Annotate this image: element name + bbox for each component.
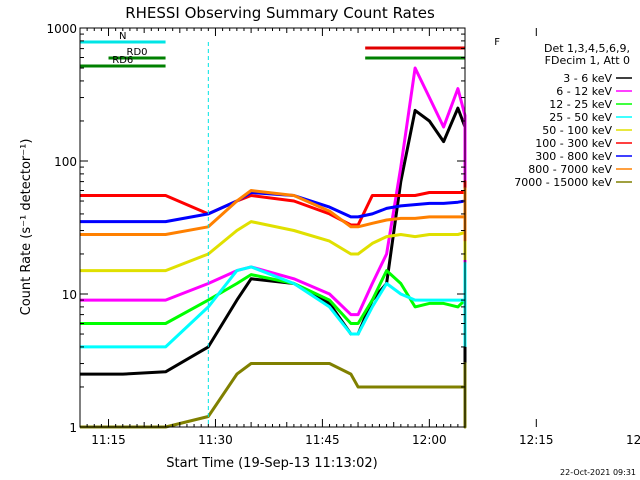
legend-entry-label: 300 - 800 keV [535,150,612,163]
series-12-25-kev [80,269,467,334]
legend-entry-label: 12 - 25 keV [549,98,612,111]
y-tick-label: 10 [62,288,77,302]
legend-entry-label: 100 - 300 keV [535,137,612,150]
chart-title: RHESSI Observing Summary Count Rates [125,4,435,22]
x-axis-label: Start Time (19-Sep-13 11:13:02) [166,456,377,471]
legend-entry-label: 800 - 7000 keV [528,163,612,176]
flag-label-n: N [119,31,126,42]
series-3-6-kev [80,106,467,387]
legend-entry-label: 25 - 50 keV [549,111,612,124]
legend-entry-label: 6 - 12 keV [556,85,612,98]
series-lines [80,66,467,429]
y-tick-label: 1 [69,421,77,435]
legend: Det 1,3,4,5,6,9,FDecim 1, Att 0 3 - 6 keV… [514,42,632,189]
x-tick-label: 12:30 [626,433,640,447]
y-tick-label: 1000 [46,22,77,36]
x-tick-label: 12:15 [519,433,554,447]
legend-entry-label: 7000 - 15000 keV [514,176,612,189]
y-tick-label: 100 [54,155,77,169]
legend-header: Det 1,3,4,5,6,9, [544,42,630,55]
legend-entry-label: 3 - 6 keV [563,72,612,85]
flag-label-rd6: RD6 [112,55,133,66]
footer-date: 22-Oct-2021 09:31 [560,468,636,477]
flag-label-f: F [494,37,500,48]
x-tick-label: 12:00 [412,433,447,447]
legend-entry-label: 50 - 100 keV [542,124,612,137]
axes: 1 10 100 1000 11:15 11:30 11:45 12:00 12:15 12:30… [46,22,640,447]
y-axis-label: Count Rate (s⁻¹ detector⁻¹) [19,139,34,316]
series-25-50-kev [80,261,467,349]
flag-label-rd0: RD0 [127,47,148,58]
x-tick-label: 11:30 [198,433,233,447]
x-tick-label: 11:45 [305,433,340,447]
x-tick-label: 11:15 [91,433,126,447]
legend-header: FDecim 1, Att 0 [545,54,630,67]
